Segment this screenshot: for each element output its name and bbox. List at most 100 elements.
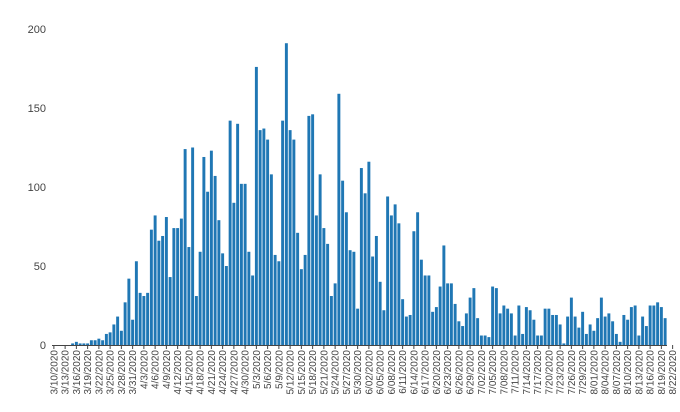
bar [569,297,573,345]
x-tick: 8/16/2020 [646,350,657,395]
bar [584,333,588,345]
bar [93,340,97,345]
x-tick-label: 5/15/2020 [297,350,308,395]
bar [554,314,558,345]
x-tick-label: 5/12/2020 [286,350,297,395]
bar [217,220,221,345]
bar [543,308,547,345]
x-tick-label: 3/28/2020 [117,350,128,395]
x-tick-label: 7/14/2020 [522,350,533,395]
x-tick-label: 5/3/2020 [252,350,263,389]
x-tick: 3/31/2020 [128,350,139,395]
bar [254,66,258,346]
bar [476,318,480,345]
y-tick-label: 0 [40,340,46,352]
x-tick: 3/13/2020 [61,350,72,395]
y-axis: 0 50 100 150 200 [28,24,46,352]
bar [194,296,198,345]
x-tick: 4/27/2020 [229,350,240,395]
x-tick: 8/07/2020 [612,350,623,395]
bar [577,327,581,345]
y-tick-label: 150 [28,103,46,115]
x-tick: 4/30/2020 [241,350,252,395]
x-tick: 8/13/2020 [634,350,645,395]
x-tick: 5/12/2020 [286,350,297,395]
bar [442,245,446,345]
bar [479,335,483,345]
bar [611,321,615,345]
bar [652,305,656,345]
x-tick: 7/23/2020 [556,350,567,395]
bar [468,297,472,345]
bar [243,183,247,345]
bar [431,311,435,345]
bar [487,337,491,345]
bar [89,340,93,345]
bar [644,326,648,345]
bar [86,343,90,345]
x-tick: 4/21/2020 [207,350,218,395]
x-tick-label: 6/02/2020 [364,350,375,395]
bar [641,316,645,345]
x-tick: 5/30/2020 [353,350,364,395]
x-tick: 3/22/2020 [94,350,105,395]
bar [491,286,495,345]
bar [659,307,663,345]
bar [573,316,577,345]
bar [311,114,315,345]
y-tick: 50 [34,261,46,273]
x-tick: 8/04/2020 [601,350,612,395]
bar [656,302,660,345]
y-tick-label: 100 [28,182,46,194]
x-tick: 7/08/2020 [499,350,510,395]
bar [618,341,622,345]
x-tick: 6/17/2020 [421,350,432,395]
bar [629,307,633,345]
bar [648,305,652,345]
y-tick: 200 [28,24,46,36]
x-tick-label: 8/07/2020 [612,350,623,395]
bar [509,313,513,345]
bar [596,318,600,345]
bar [532,319,536,345]
bar [551,314,555,345]
x-tick-label: 8/04/2020 [601,350,612,395]
bar [292,139,296,345]
x-tick-label: 4/18/2020 [196,350,207,395]
bar [284,43,288,345]
bar [352,251,356,345]
x-tick-label: 4/15/2020 [184,350,195,395]
x-tick: 4/12/2020 [173,350,184,395]
bar [187,247,191,345]
bar [153,215,157,345]
bar [464,313,468,345]
bar [423,275,427,345]
y-tick: 100 [28,182,46,194]
x-tick-label: 4/30/2020 [241,350,252,395]
bar [408,314,412,345]
x-tick-label: 8/10/2020 [623,350,634,395]
bar [176,228,180,345]
bar [161,235,165,345]
bar [483,335,487,345]
x-tick-label: 6/11/2020 [398,350,409,394]
bar [251,275,255,345]
bar [663,318,667,345]
bar [299,269,303,345]
bar [138,292,142,345]
x-tick: 6/11/2020 [398,350,409,394]
x-tick: 5/24/2020 [331,350,342,395]
bar [266,139,270,345]
y-tick: 150 [28,103,46,115]
bar [581,311,585,345]
bar [127,278,131,345]
x-tick: 8/22/2020 [668,350,679,395]
bar [592,330,596,345]
x-axis: 3/10/2020 3/13/2020 3/16/2020 3/19/2020 3/22… [49,345,679,395]
bar [221,253,225,345]
bar [142,296,146,345]
bar [502,305,506,345]
x-tick: 6/05/2020 [376,350,387,395]
bar [524,307,528,345]
